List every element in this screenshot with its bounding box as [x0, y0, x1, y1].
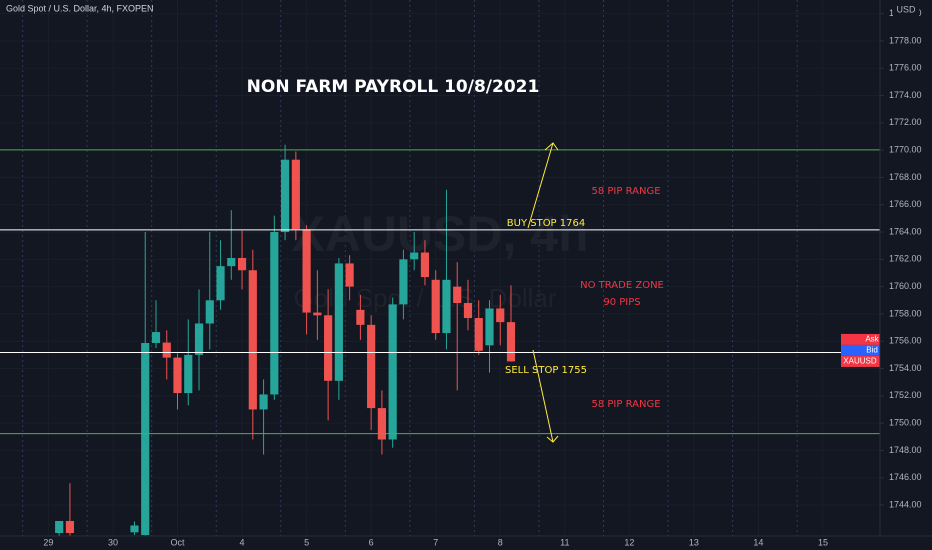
candle-body	[194, 323, 204, 355]
candle-body	[496, 308, 505, 323]
y-tick-label: 1766.00	[889, 199, 922, 209]
y-tick-label: 1746.00	[889, 472, 922, 482]
candle-body	[302, 229, 311, 313]
axes: 1744.00 1746.00 1748.00 1750.00 1752.00 1754.…	[43, 8, 921, 547]
candle-body	[506, 322, 516, 362]
price-axis	[880, 0, 932, 550]
arrows	[527, 142, 559, 443]
y-tick-label: 1758.00	[889, 308, 922, 318]
y-tick-label: 1748.00	[889, 445, 922, 455]
candle-body	[237, 257, 247, 271]
candle-body	[313, 312, 322, 316]
quote-name-box	[841, 344, 880, 356]
candle-body	[280, 159, 290, 233]
candle-body	[216, 266, 225, 301]
annotation: 90 PIPS	[603, 297, 640, 308]
candle-body	[485, 308, 494, 346]
quote-name-box	[841, 333, 880, 345]
y-tick-label: 1772.00	[889, 117, 922, 127]
watermark: XAUUSD, 4h	[291, 206, 588, 262]
candle-body	[141, 343, 150, 536]
x-tick-label: 6	[369, 537, 374, 547]
candle-body	[151, 332, 161, 344]
currency: USD	[896, 4, 916, 14]
y-tick-label: 1744.00	[889, 499, 922, 509]
x-tick-label: 5	[304, 537, 309, 547]
candle-body	[55, 520, 64, 533]
annotation: 58 PIP RANGE	[591, 186, 660, 197]
x-tick-label: 8	[498, 537, 503, 547]
candle-body	[388, 304, 397, 440]
y-tick-label: 1754.00	[889, 363, 922, 373]
candle-body	[367, 324, 376, 409]
arrow	[532, 349, 554, 443]
annotation: NO TRADE ZONE	[580, 280, 664, 291]
candle-body	[463, 303, 473, 319]
y-tick-label: 1776.00	[889, 63, 922, 73]
candle-body	[65, 520, 75, 533]
candle-body	[399, 259, 408, 305]
quote-name-box	[841, 355, 880, 367]
candle-body	[248, 270, 257, 410]
quote-name: XAUUSD	[843, 357, 877, 366]
arrow-head	[544, 142, 559, 151]
x-tick-label: 30	[108, 537, 118, 547]
y-tick-label: 1760.00	[889, 281, 922, 291]
annotation: BUY STOP 1764	[507, 218, 585, 229]
chart-title: NON FARM PAYROLL 10/8/2021	[247, 77, 540, 97]
candle-body	[377, 408, 386, 440]
candle-body	[431, 279, 440, 334]
candle-body	[259, 394, 268, 410]
x-tick-label: 12	[624, 537, 634, 547]
y-tick-label: 1768.00	[889, 172, 922, 182]
candle-body	[270, 232, 279, 395]
y-tick-label: 1762.00	[889, 254, 922, 264]
y-tick-label: 1752.00	[889, 390, 922, 400]
candle-body	[227, 257, 236, 267]
candles	[55, 144, 516, 536]
candle-body	[291, 159, 300, 230]
y-tick-label: 1774.00	[889, 90, 922, 100]
chart-header: Gold Spot / U.S. Dollar, 4h, FXOPEN	[6, 3, 154, 13]
y-tick-label: 1756.00	[889, 336, 922, 346]
candle-body	[410, 252, 419, 260]
candle-body	[356, 309, 365, 325]
quote-name: Bid	[866, 346, 878, 355]
x-tick-label: 13	[689, 537, 699, 547]
quote-name: Ask	[865, 335, 879, 344]
candle-body	[453, 286, 462, 304]
y-tick-label: 1750.00	[889, 417, 922, 427]
candle-body	[184, 354, 193, 394]
candle-body	[324, 315, 333, 381]
candle-body	[162, 342, 171, 358]
y-tick-label: 1770.00	[889, 145, 922, 155]
currency-box	[893, 3, 919, 17]
x-tick-label: 14	[753, 537, 763, 547]
candle-body	[205, 300, 214, 324]
x-tick-label: 15	[818, 537, 828, 547]
y-tick-label: 1778.00	[889, 35, 922, 45]
y-tick-label: 1764.00	[889, 226, 922, 236]
annotation: 58 PIP RANGE	[591, 399, 660, 410]
x-tick-label: Oct	[170, 537, 185, 547]
x-tick-label: 11	[560, 537, 569, 547]
candle-body	[130, 525, 139, 533]
x-tick-label: 29	[43, 537, 53, 547]
arrow	[527, 142, 554, 229]
annotation: SELL STOP 1755	[505, 365, 587, 376]
x-tick-label: 7	[433, 537, 438, 547]
x-tick-label: 4	[240, 537, 245, 547]
candle-body	[474, 318, 483, 351]
watermark-sub: Gold Spot / U.S. Dollar	[294, 283, 557, 313]
candle-body	[173, 357, 182, 394]
candle-body	[345, 263, 354, 287]
candle-body	[442, 279, 451, 334]
candle-body	[420, 252, 430, 278]
candle-body	[334, 263, 343, 381]
arrow-head	[546, 435, 559, 443]
